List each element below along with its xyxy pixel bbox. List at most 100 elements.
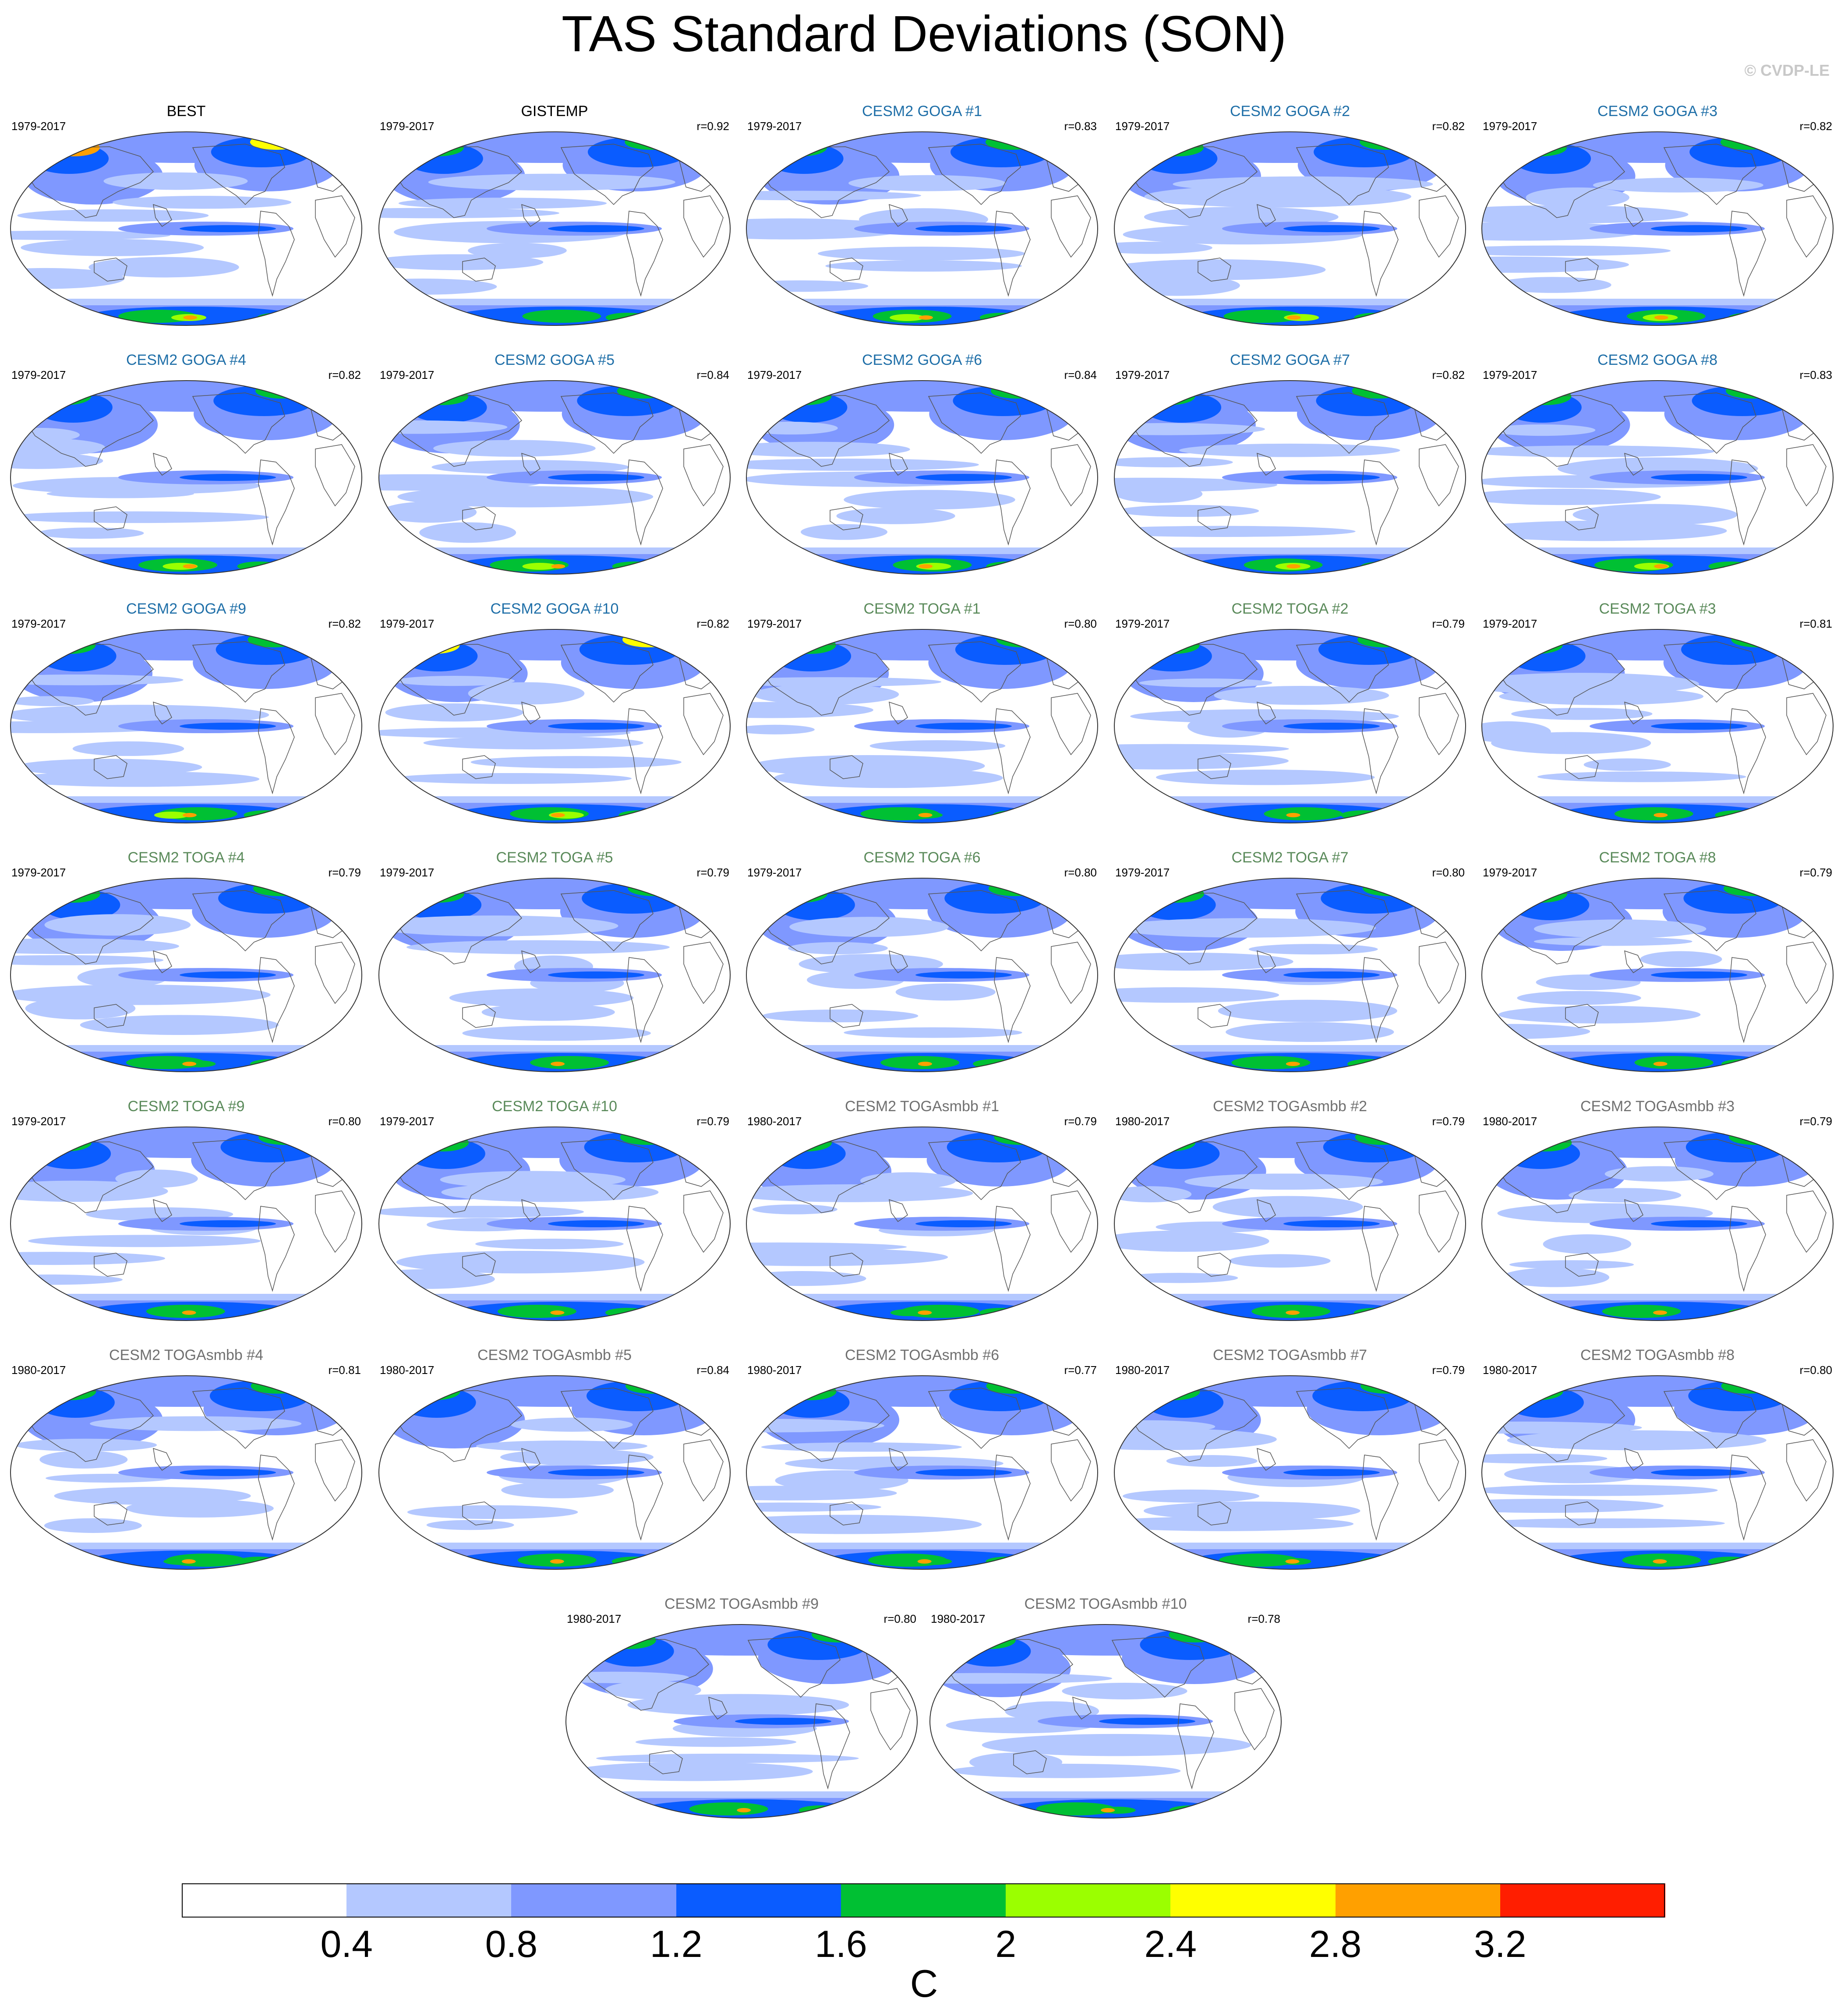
coastline <box>394 1141 523 1213</box>
contour-region <box>1144 185 1412 208</box>
contour-region <box>253 881 306 896</box>
contour-region <box>753 684 899 705</box>
contour-region <box>776 890 855 920</box>
contour-region <box>1651 723 1747 730</box>
coastline <box>1051 693 1091 756</box>
contour-region <box>380 629 730 660</box>
map-border <box>1481 131 1834 326</box>
coastline <box>192 641 285 703</box>
coastline <box>889 204 908 227</box>
contour-region <box>180 474 276 481</box>
contour-region <box>1151 139 1204 156</box>
colorbar-cell <box>1006 1883 1171 1918</box>
coastline <box>258 708 295 795</box>
coastline <box>581 1639 710 1711</box>
contour-region <box>1114 629 1466 660</box>
map-plot <box>10 131 362 326</box>
coastline <box>762 1390 890 1462</box>
map-panel: CESM2 TOGAsmbb #9 1980-2017 r=0.80 <box>560 1596 923 1823</box>
contour-region <box>1491 732 1651 754</box>
contour-region <box>39 1451 128 1469</box>
contour-region <box>247 632 300 647</box>
panel-title: CESM2 GOGA #7 <box>1230 352 1350 368</box>
contour-region <box>1286 315 1301 320</box>
contour-region <box>1156 770 1375 785</box>
contour-region <box>746 1419 884 1433</box>
contour-region <box>1166 1455 1258 1467</box>
map-border <box>10 1127 362 1321</box>
coastline <box>1786 195 1827 258</box>
contour-region <box>1114 526 1356 537</box>
contour-region <box>257 313 301 322</box>
map-plot <box>1114 131 1466 326</box>
contour-region <box>762 1009 919 1023</box>
coastline <box>870 1688 911 1751</box>
contour-region <box>1283 474 1380 481</box>
coastline <box>1257 1199 1276 1222</box>
contour-region <box>768 392 848 423</box>
contour-region <box>551 813 565 817</box>
coastline <box>94 506 127 530</box>
panel-period: 1980-2017 <box>1483 1115 1537 1128</box>
colorbar-cell <box>841 1883 1007 1918</box>
map-plot <box>565 1624 918 1819</box>
map-panel: CESM2 GOGA #2 1979-2017 r=0.82 <box>1108 103 1472 331</box>
coastline <box>315 1439 355 1502</box>
coastline <box>1296 144 1389 205</box>
map-plot <box>746 1375 1098 1570</box>
coastline <box>830 1253 863 1277</box>
contour-region <box>1114 241 1212 254</box>
panel-title: CESM2 GOGA #3 <box>1597 103 1717 120</box>
panel-period: 1980-2017 <box>380 1363 435 1377</box>
coastline <box>560 1388 654 1449</box>
map-panel: CESM2 TOGAsmbb #2 1980-2017 r=0.79 <box>1108 1098 1472 1326</box>
coastline <box>1624 1448 1643 1471</box>
contour-region <box>1511 708 1653 720</box>
contour-region <box>1651 971 1747 978</box>
contour-region <box>28 1235 261 1247</box>
coastline <box>626 708 663 795</box>
map-plot <box>1114 1127 1466 1321</box>
contour-region <box>379 1127 730 1158</box>
contour-region <box>419 522 516 543</box>
panel-title: CESM2 GOGA #4 <box>126 352 246 368</box>
contour-region <box>548 723 644 730</box>
coastline <box>462 1004 496 1028</box>
contour-region <box>1653 1310 1668 1315</box>
map-border <box>1481 878 1834 1072</box>
coastline <box>1663 890 1756 952</box>
map-plot <box>1481 1127 1834 1321</box>
contour-region <box>1654 564 1668 569</box>
map-border <box>1114 131 1466 326</box>
contour-region <box>1123 1489 1260 1503</box>
map-panel: CESM2 TOGAsmbb #10 1980-2017 r=0.78 <box>924 1596 1287 1823</box>
contour-region <box>468 682 585 705</box>
contour-region <box>403 890 482 920</box>
contour-region <box>11 1180 168 1202</box>
coastline <box>192 144 285 205</box>
contour-region <box>801 524 887 540</box>
contour-region <box>1482 205 1689 224</box>
coastline <box>1624 701 1643 725</box>
contour-region <box>1728 1308 1772 1317</box>
map-panel: CESM2 GOGA #1 1979-2017 r=0.83 <box>740 103 1104 331</box>
coastline <box>994 211 1031 297</box>
coastline <box>26 893 154 964</box>
contour-region <box>11 1252 166 1265</box>
panel-period: 1979-2017 <box>1115 617 1170 630</box>
contour-region <box>126 1499 274 1518</box>
panel-period: 1979-2017 <box>380 617 435 630</box>
colorbar-cell <box>511 1883 677 1918</box>
panel-title: CESM2 TOGAsmbb #1 <box>844 1098 1000 1115</box>
contour-region <box>1363 881 1416 896</box>
contour-region <box>1286 1062 1300 1066</box>
contour-region <box>573 1762 813 1781</box>
panel-title: CESM2 TOGAsmbb #4 <box>109 1347 264 1363</box>
coastline <box>1362 708 1399 795</box>
contour-region <box>441 1182 659 1202</box>
contour-region <box>735 1718 831 1725</box>
panel-correlation: r=0.82 <box>328 368 361 381</box>
map-panel: CESM2 TOGA #4 1979-2017 r=0.79 <box>4 849 368 1077</box>
contour-region <box>39 1134 92 1151</box>
contour-region <box>1514 139 1567 156</box>
